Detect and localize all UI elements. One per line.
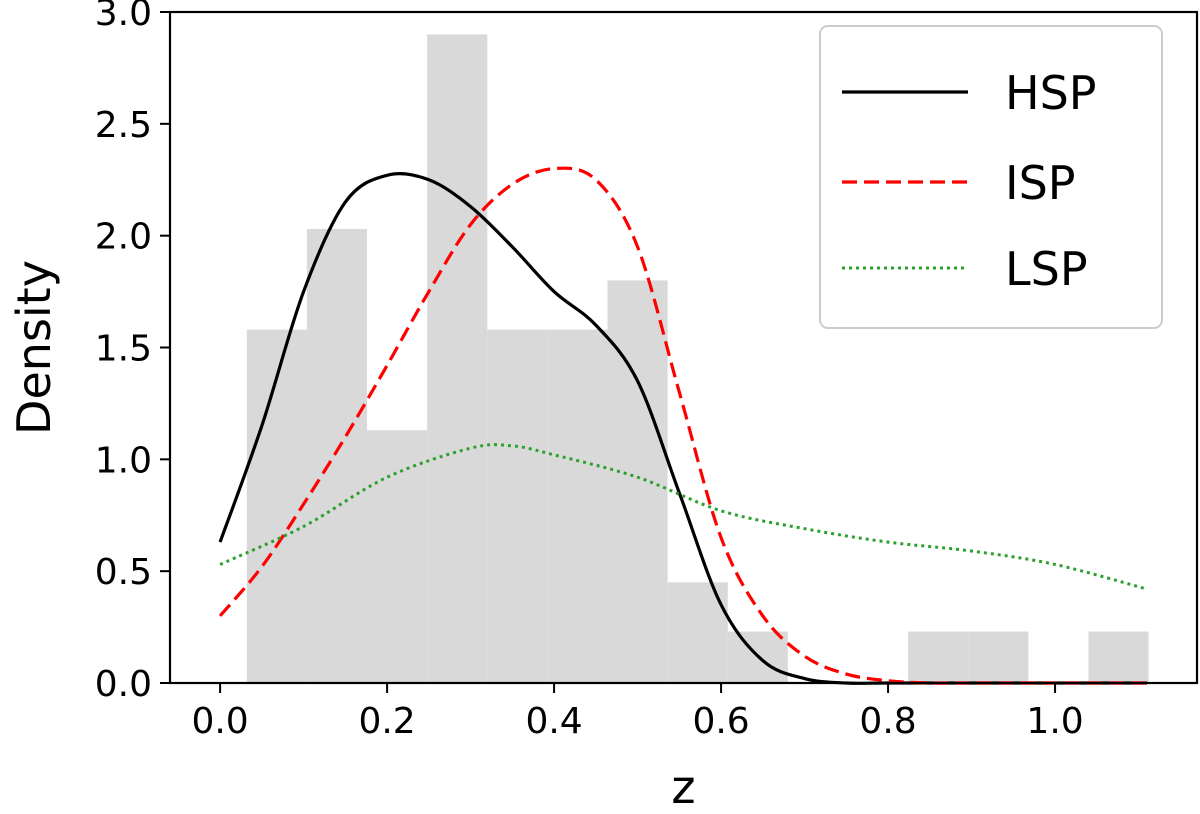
x-tick-label: 0.2 [358,701,415,742]
legend-label-hsp: HSP [1005,66,1097,120]
y-tick-label: 0.0 [95,664,152,705]
legend-label-lsp: LSP [1005,242,1088,296]
y-tick-label: 0.5 [95,552,152,593]
histogram-bar-3 [427,34,488,684]
histogram-bar-0 [246,329,307,683]
histogram-bar-11 [908,631,969,683]
y-axis: 0.0 0.5 1.0 1.5 2.0 2.5 3.0 [95,0,170,705]
x-tick-label: 1.0 [1026,701,1083,742]
histogram-bar-6 [607,280,668,683]
series-line-lsp [219,443,1148,591]
y-tick-label: 2.0 [95,217,152,258]
histogram-bar-2 [367,430,428,683]
x-axis-title: z [671,760,695,814]
x-tick-label: 0.6 [692,701,749,742]
legend: HSP ISP LSP [819,25,1163,329]
y-tick-label: 1.5 [95,329,152,370]
histogram-bar-4 [487,329,548,683]
y-tick-label: 2.5 [95,105,152,146]
histogram-bar-1 [306,228,368,683]
histogram [246,34,1149,684]
legend-box [819,25,1163,329]
x-tick-label: 0.0 [191,701,248,742]
histogram-bar-14 [1088,631,1149,683]
x-tick-label: 0.4 [525,701,582,742]
x-tick-label: 0.8 [859,701,916,742]
histogram-bar-5 [547,329,608,683]
y-tick-label: 1.0 [95,440,152,481]
histogram-bar-12 [968,631,1029,683]
legend-label-isp: ISP [1005,156,1076,210]
y-tick-label: 3.0 [95,0,152,34]
y-axis-title: Density [7,260,61,435]
x-axis: 0.0 0.2 0.4 0.6 0.8 1.0 [191,683,1084,742]
